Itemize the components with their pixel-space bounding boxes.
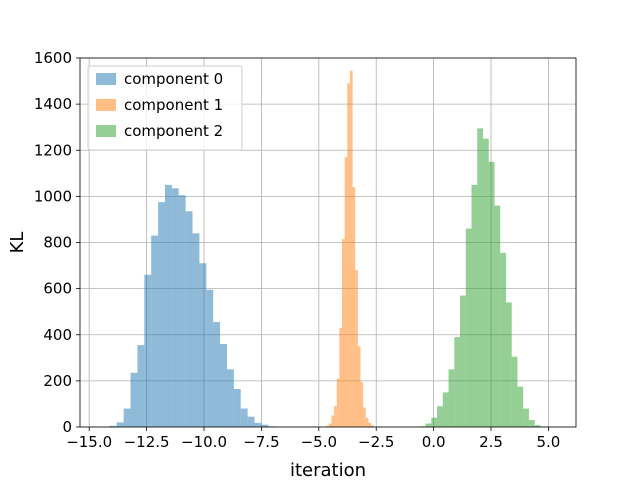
series-1-bars [326, 70, 374, 428]
histogram-bar [192, 233, 200, 427]
histogram-bar [477, 128, 483, 427]
series-2-bars [419, 128, 541, 427]
histogram-bar [349, 70, 353, 427]
legend-label: component 1 [124, 96, 223, 114]
histogram-bar [371, 425, 374, 427]
x-axis-ticks: −15.0 −12.5 −10.0 −7.5 −5.0 −2.5 0.0 2.5 5.0 [66, 427, 560, 451]
histogram-bar [130, 372, 138, 427]
legend-label: component 2 [124, 122, 223, 140]
y-tick-label: 1400 [34, 95, 72, 113]
x-tick-label: −5.0 [301, 433, 337, 451]
histogram-bar [347, 83, 350, 428]
histogram-bar [352, 187, 356, 427]
histogram-bar [328, 423, 332, 427]
histogram-bar [465, 228, 472, 427]
histogram-bar [454, 337, 461, 427]
histogram-bar [213, 322, 221, 427]
y-tick-label: 400 [43, 326, 72, 344]
histogram-bar [437, 406, 443, 427]
histogram-bar [368, 422, 372, 427]
histogram-bar [494, 205, 501, 427]
legend-swatch [96, 125, 116, 137]
legend-box [87, 65, 243, 151]
histogram-bar [528, 420, 535, 427]
histogram-bar [123, 408, 131, 427]
histogram-bar [233, 388, 241, 427]
x-tick-label: −10.0 [181, 433, 227, 451]
histogram-bar [247, 416, 255, 427]
x-tick-label: 5.0 [537, 433, 561, 451]
histogram-bar [363, 407, 366, 427]
histogram-bar [178, 195, 186, 427]
histogram-bar [460, 295, 466, 427]
x-tick-label: 2.5 [479, 433, 503, 451]
histogram-bar [365, 417, 369, 427]
histogram-bar [511, 356, 518, 427]
histogram-bar [534, 425, 541, 427]
histogram-bar [483, 138, 489, 427]
y-tick-label: 0 [62, 418, 72, 436]
y-tick-label: 800 [43, 234, 72, 252]
histogram-bar [431, 417, 438, 427]
y-tick-label: 600 [43, 280, 72, 298]
y-tick-label: 1600 [34, 49, 72, 67]
histogram-bar [471, 184, 478, 427]
histogram-bar [199, 263, 207, 427]
histogram-bar [261, 424, 269, 427]
histogram-bar [137, 345, 145, 427]
histogram-bar [523, 408, 529, 427]
histogram-bar [164, 184, 172, 427]
histogram-bars [109, 70, 541, 428]
legend-swatch [96, 73, 116, 85]
histogram-bar [158, 202, 165, 427]
histogram-bar [360, 382, 364, 427]
x-axis-title: iteration [290, 460, 366, 480]
legend-label: component 0 [124, 70, 223, 88]
histogram-bar [331, 415, 335, 427]
histogram-bar [185, 211, 193, 427]
histogram-bar [206, 289, 214, 427]
histogram-bar [339, 327, 343, 427]
histogram-bar [334, 406, 337, 427]
legend-swatch [96, 99, 116, 111]
y-tick-label: 200 [43, 372, 72, 390]
x-tick-label: −15.0 [66, 433, 112, 451]
histogram-bar [488, 161, 495, 427]
histogram-bar [171, 188, 179, 427]
histogram-bar [342, 239, 345, 427]
y-tick-label: 1200 [34, 141, 72, 159]
histogram-bar [144, 274, 152, 427]
x-tick-label: −7.5 [243, 433, 279, 451]
legend: component 0 component 1 component 2 [87, 65, 243, 151]
histogram-bar [254, 422, 262, 427]
x-tick-label: −2.5 [358, 433, 394, 451]
histogram-bar [500, 252, 506, 427]
x-tick-label: 0.0 [422, 433, 446, 451]
histogram-bar [220, 343, 227, 427]
histogram-bar [240, 408, 248, 427]
histogram-bar [355, 270, 358, 427]
histogram-bar [344, 157, 348, 427]
histogram-bar [326, 425, 329, 427]
histogram-bar [151, 235, 159, 427]
histogram-bar [425, 423, 432, 427]
y-tick-label: 1000 [34, 187, 72, 205]
x-tick-label: −12.5 [124, 433, 170, 451]
y-axis-ticks: 0 200 400 600 800 1000 1200 1400 1600 [34, 49, 80, 436]
histogram-bar [116, 422, 124, 427]
y-axis-title: KL [7, 232, 28, 254]
histogram-bar [442, 392, 449, 427]
series-0-bars [109, 184, 276, 427]
histogram-bar [448, 369, 455, 427]
histogram-bar [336, 378, 340, 427]
histogram-bar [505, 302, 512, 427]
histogram-bar [517, 386, 524, 427]
histogram-bar [357, 346, 361, 427]
histogram-bar [109, 425, 117, 427]
histogram-bar [226, 369, 234, 427]
